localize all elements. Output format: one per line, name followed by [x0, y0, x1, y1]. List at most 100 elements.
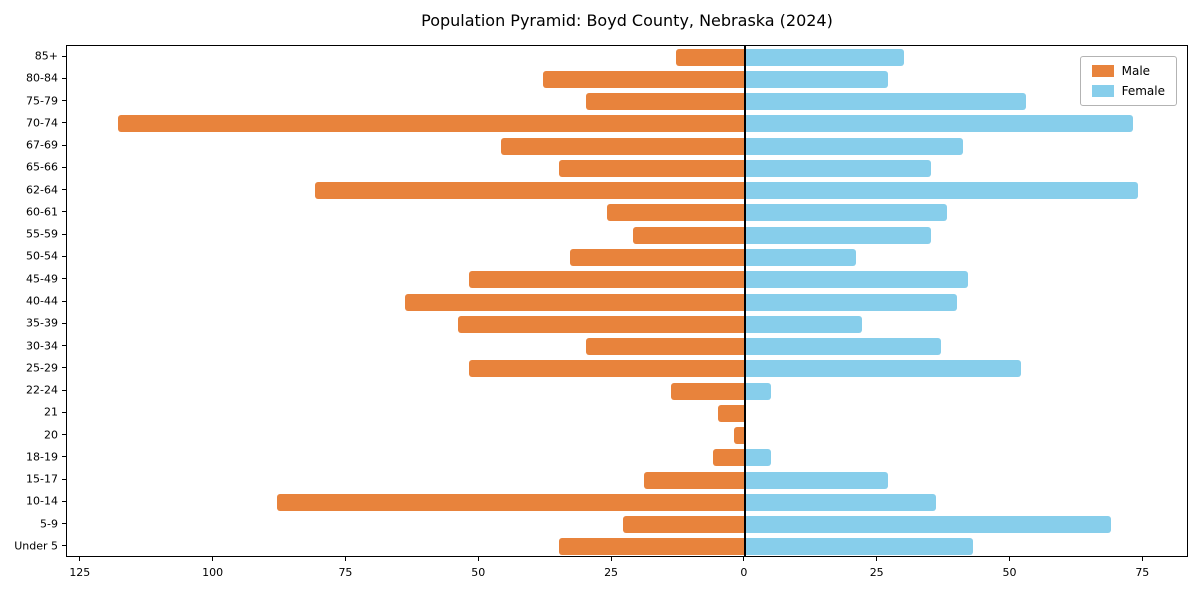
bar-male-10-14 — [277, 493, 745, 511]
y-tick-mark — [62, 122, 66, 124]
bar-female-75-79 — [744, 93, 1027, 111]
y-tick-mark — [62, 211, 66, 213]
bar-male-20 — [734, 427, 745, 445]
y-tick-mark — [62, 100, 66, 102]
bar-male-5-9 — [622, 516, 745, 534]
x-tick-mark — [1009, 557, 1010, 561]
bar-female-50-54 — [744, 248, 857, 266]
y-tick-mark — [62, 389, 66, 391]
bar-male-35-39 — [458, 315, 745, 333]
bar-male-50-54 — [569, 248, 745, 266]
x-tick-mark — [477, 557, 479, 561]
bar-male-21 — [718, 404, 745, 422]
y-tick-label: 70-74 — [26, 116, 58, 130]
x-tick-label: 125 — [69, 566, 91, 579]
plot-area: Male Female — [66, 45, 1188, 557]
y-tick-label: 18-19 — [26, 450, 58, 464]
bar-male-45-49 — [468, 271, 745, 289]
bar-male-60-61 — [606, 204, 745, 222]
x-tick-label: 0 — [740, 566, 748, 579]
y-tick-label: 80-84 — [26, 71, 58, 85]
y-tick-label: 30-34 — [26, 339, 58, 353]
bar-female-62-64 — [744, 182, 1138, 200]
bar-female-67-69 — [744, 137, 963, 155]
x-tick-label: 50 — [1002, 566, 1017, 579]
bar-male-85+ — [675, 48, 745, 66]
y-tick-label: 62-64 — [26, 183, 58, 197]
bar-male-62-64 — [314, 182, 745, 200]
x-tick-mark — [876, 557, 878, 561]
zero-axis-line — [744, 46, 746, 556]
bar-female-40-44 — [744, 293, 958, 311]
bar-female-5-9 — [744, 516, 1112, 534]
bar-female-55-59 — [744, 226, 931, 244]
y-tick-mark — [62, 55, 66, 57]
x-tick-mark — [79, 557, 81, 561]
y-tick-label: 45-49 — [26, 272, 58, 286]
x-tick-label: 25 — [604, 566, 619, 579]
y-tick-label: 60-61 — [26, 205, 58, 219]
y-tick-mark — [62, 300, 66, 302]
y-tick-label: 75-79 — [26, 94, 58, 108]
y-tick-label: 35-39 — [26, 316, 58, 330]
y-tick-label: 67-69 — [26, 138, 58, 152]
bar-female-15-17 — [744, 471, 889, 489]
x-tick-label: 25 — [869, 566, 884, 579]
bar-male-70-74 — [118, 115, 745, 133]
legend-label-female: Female — [1121, 84, 1165, 98]
bar-male-30-34 — [585, 338, 745, 356]
y-tick-label: 50-54 — [26, 249, 58, 263]
x-tick-mark — [743, 557, 745, 561]
y-tick-mark — [62, 322, 66, 324]
chart-title: Population Pyramid: Boyd County, Nebrask… — [421, 11, 833, 30]
bar-male-Under 5 — [558, 538, 745, 556]
female-color-swatch — [1091, 85, 1114, 97]
legend-entry-female: Female — [1091, 84, 1165, 98]
y-tick-mark — [62, 434, 66, 436]
y-tick-mark — [62, 456, 66, 458]
bar-female-45-49 — [744, 271, 968, 289]
x-tick-label: 75 — [338, 566, 353, 579]
bar-female-65-66 — [744, 159, 931, 177]
y-tick-label: 5-9 — [40, 517, 58, 531]
y-tick-label: 85+ — [34, 49, 58, 63]
y-tick-label: Under 5 — [14, 539, 58, 553]
x-tick-mark — [610, 557, 612, 561]
bar-male-75-79 — [585, 93, 745, 111]
bar-male-67-69 — [500, 137, 745, 155]
bar-female-35-39 — [744, 315, 862, 333]
bar-female-80-84 — [744, 70, 889, 88]
x-tick-label: 75 — [1135, 566, 1150, 579]
y-tick-label: 21 — [44, 405, 58, 419]
legend-label-male: Male — [1121, 64, 1151, 78]
y-tick-mark — [62, 233, 66, 235]
bar-female-25-29 — [744, 360, 1022, 378]
bar-female-22-24 — [744, 382, 772, 400]
x-tick-label: 100 — [202, 566, 224, 579]
bar-male-65-66 — [558, 159, 745, 177]
x-tick-mark — [344, 557, 346, 561]
y-tick-label: 15-17 — [26, 472, 58, 486]
y-tick-mark — [62, 166, 66, 168]
bar-male-55-59 — [633, 226, 745, 244]
bar-male-40-44 — [404, 293, 745, 311]
bar-female-Under 5 — [744, 538, 974, 556]
y-tick-label: 65-66 — [26, 160, 58, 174]
bar-male-25-29 — [468, 360, 745, 378]
male-color-swatch — [1091, 65, 1114, 77]
bar-male-15-17 — [643, 471, 745, 489]
bar-female-30-34 — [744, 338, 942, 356]
y-tick-mark — [62, 255, 66, 257]
y-tick-label: 10-14 — [26, 494, 58, 508]
legend-entry-male: Male — [1091, 64, 1165, 78]
y-tick-mark — [62, 144, 66, 146]
y-tick-mark — [62, 77, 66, 79]
y-tick-label: 40-44 — [26, 294, 58, 308]
x-tick-mark — [212, 557, 214, 561]
bar-female-10-14 — [744, 493, 937, 511]
y-tick-label: 20 — [44, 428, 58, 442]
y-tick-mark — [62, 500, 66, 502]
y-tick-label: 25-29 — [26, 361, 58, 375]
bar-female-85+ — [744, 48, 905, 66]
